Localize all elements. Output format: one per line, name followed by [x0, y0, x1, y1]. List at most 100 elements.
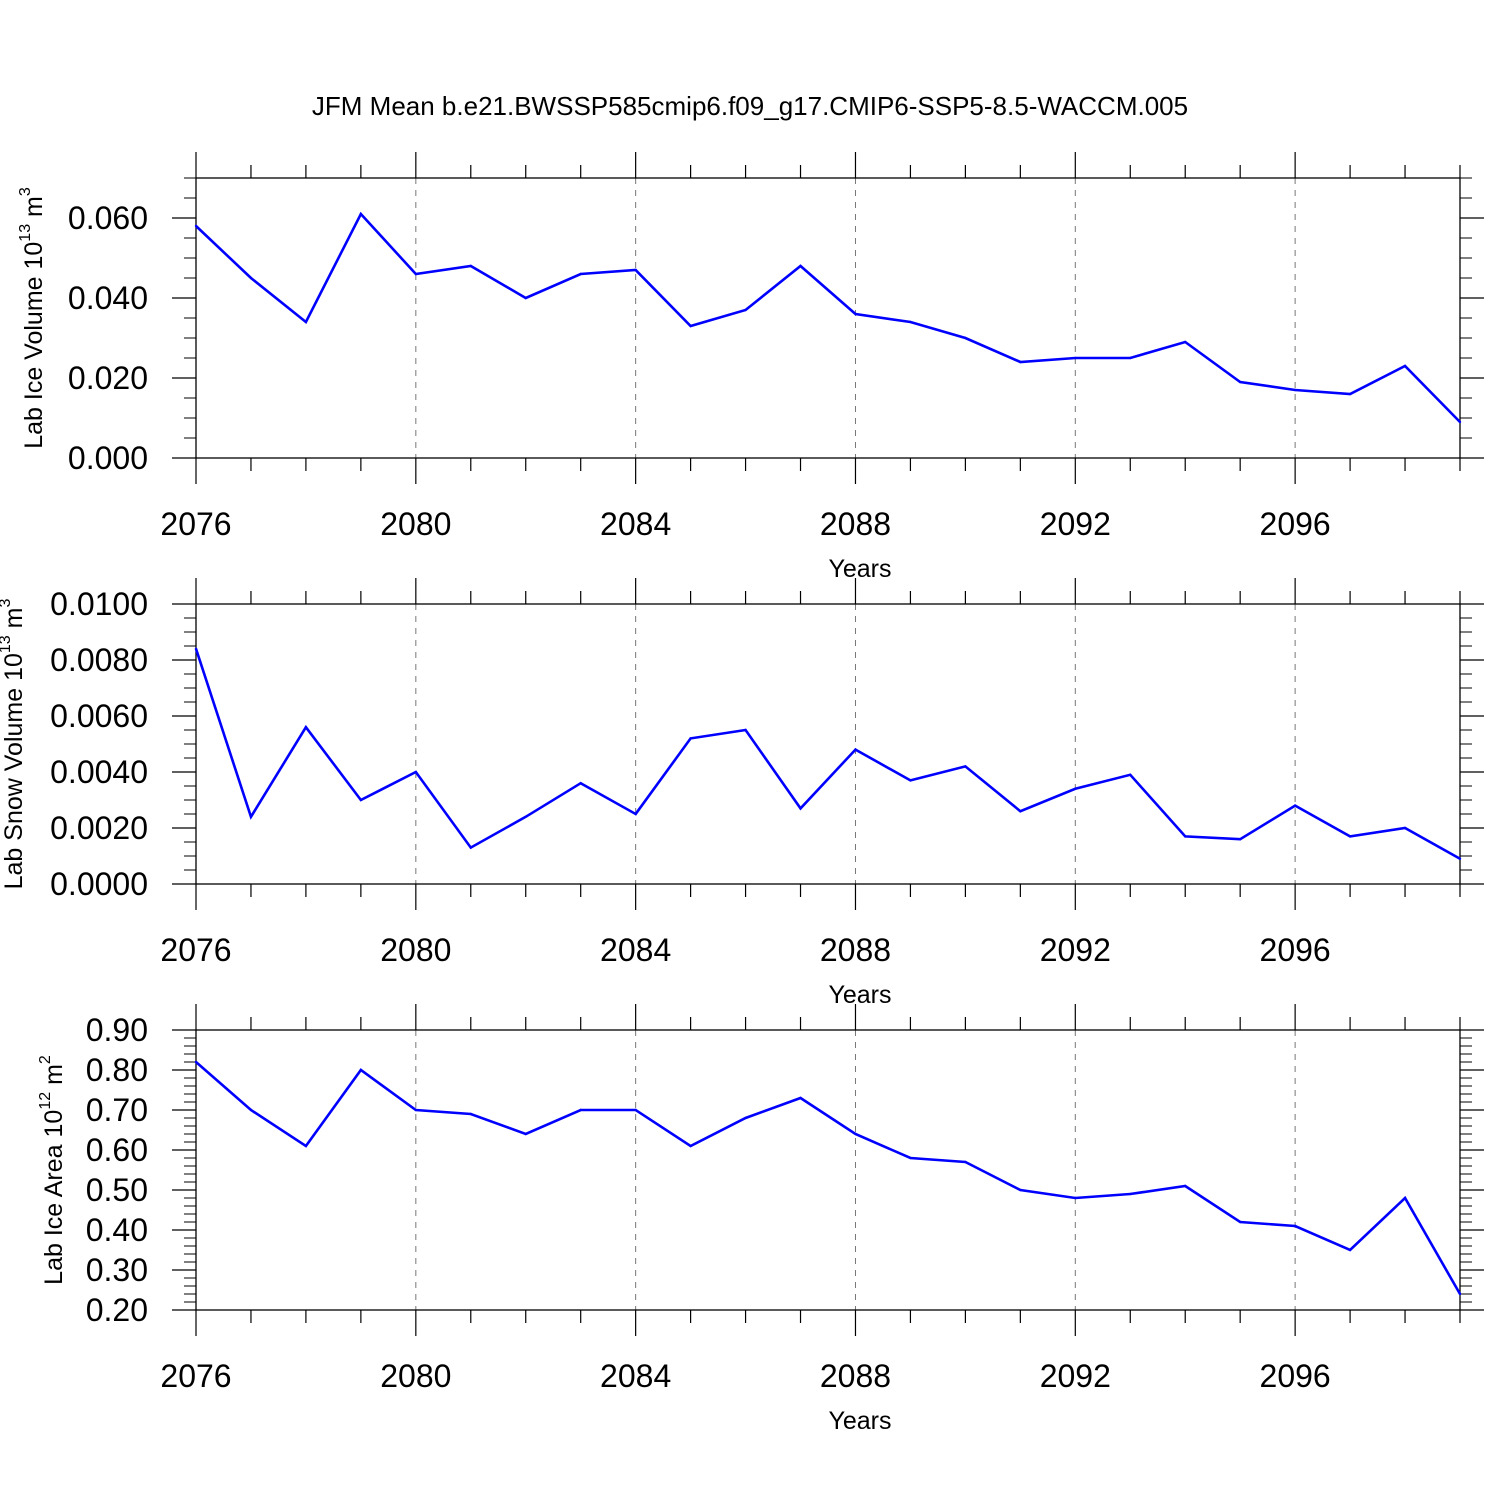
data-point: [1074, 356, 1077, 360]
data-point: [194, 1060, 198, 1064]
data-point: [1074, 1196, 1077, 1200]
data-point: [304, 726, 308, 729]
data-point: [304, 1144, 308, 1148]
y-axis-title-exponent: 12: [37, 1092, 54, 1110]
y-axis-title-unit: m: [0, 608, 28, 636]
x-tick-label: 2096: [1260, 506, 1331, 542]
data-point: [194, 224, 198, 228]
data-point: [854, 1132, 857, 1136]
y-tick-label: 0.0020: [50, 810, 148, 846]
data-point: [744, 308, 747, 312]
data-point: [964, 1160, 967, 1164]
data-point: [1074, 787, 1077, 790]
x-tick-label: 2088: [820, 1358, 891, 1394]
data-point: [524, 296, 527, 300]
data-point: [1403, 826, 1407, 830]
data-point: [634, 268, 637, 272]
data-point: [524, 815, 527, 818]
y-axis-title-main: Lab Ice Area 10: [40, 1110, 68, 1285]
data-point: [1129, 773, 1132, 776]
x-tick-label: 2084: [600, 1358, 671, 1394]
y-tick-label: 0.060: [68, 200, 148, 236]
y-axis-title-main: Lab Ice Volume 10: [20, 242, 48, 449]
data-point: [304, 320, 308, 324]
panel-2: 0.0000 0.0020 0.0040 0.0060 0.0080 0.0100 2076…: [0, 578, 1484, 1009]
data-point: [1403, 1196, 1407, 1200]
series-line: [194, 648, 1461, 860]
data-point: [1458, 420, 1462, 424]
data-point: [359, 212, 363, 216]
data-point: [1184, 835, 1187, 838]
x-tick-label: 2080: [380, 506, 451, 542]
data-point: [579, 272, 582, 276]
y-tick-label: 0.040: [68, 280, 148, 316]
y-tick-label: 0.0100: [50, 586, 148, 622]
plot-frame: [195, 177, 1461, 459]
data-point: [689, 1144, 692, 1148]
y-tick-label: 0.020: [68, 360, 148, 396]
x-tick-label: 2076: [160, 1358, 231, 1394]
data-point: [1458, 857, 1462, 860]
y-axis-title: Lab Ice Area 1012 m2: [37, 1055, 68, 1285]
data-point: [1019, 1188, 1022, 1192]
x-tick-label: 2088: [820, 506, 891, 542]
data-point: [249, 276, 253, 280]
series-line: [195, 1061, 1462, 1295]
y-tick-label: 0.000: [68, 440, 148, 476]
data-point: [1129, 1192, 1132, 1196]
data-point: [1238, 838, 1242, 841]
x-axis-title: Years: [828, 555, 891, 583]
y-axis-title-unit-exponent: 3: [17, 187, 34, 196]
y-tick-label: 0.0040: [50, 754, 148, 790]
data-point: [1458, 1292, 1462, 1296]
data-point: [854, 312, 857, 316]
data-point: [1293, 804, 1297, 807]
data-point: [524, 1132, 527, 1136]
y-tick-label: 0.60: [86, 1132, 148, 1168]
data-point: [854, 748, 857, 751]
x-tick-label: 2084: [600, 932, 671, 968]
x-tick-label: 2076: [160, 506, 231, 542]
y-tick-label: 0.70: [86, 1092, 148, 1128]
x-tick-label: 2092: [1040, 1358, 1111, 1394]
data-point: [909, 1156, 912, 1160]
data-point: [1019, 810, 1022, 813]
data-point: [469, 846, 472, 849]
data-point: [799, 807, 802, 810]
data-point: [414, 770, 418, 774]
x-tick-label: 2096: [1260, 1358, 1331, 1394]
y-axis-title-unit-exponent: 2: [37, 1055, 54, 1064]
data-point: [359, 1068, 363, 1072]
x-tick-label: 2076: [160, 932, 231, 968]
panel-1: 0.000 0.020 0.040 0.060 2076 2080 2084 2088 2092…: [17, 152, 1484, 583]
y-axis-title-exponent: 13: [0, 635, 14, 653]
x-tick-label: 2080: [380, 1358, 451, 1394]
data-point: [964, 765, 967, 768]
y-tick-label: 0.40: [86, 1212, 148, 1248]
x-tick-label: 2092: [1040, 932, 1111, 968]
data-point: [579, 782, 582, 785]
data-point: [1293, 388, 1297, 392]
y-tick-label: 0.80: [86, 1052, 148, 1088]
data-point: [1184, 340, 1187, 344]
x-tick-label: 2080: [380, 932, 451, 968]
y-tick-label: 0.0060: [50, 698, 148, 734]
data-point: [1293, 1224, 1297, 1228]
y-axis-title: Lab Snow Volume 1013 m3: [0, 599, 28, 890]
data-point: [414, 1108, 418, 1112]
data-point: [194, 647, 198, 650]
x-axis-title: Years: [828, 981, 891, 1009]
data-point: [744, 728, 747, 732]
x-axis-title: Years: [828, 1407, 891, 1435]
data-point: [1238, 380, 1242, 384]
data-point: [1238, 1220, 1242, 1224]
y-tick-label: 0.30: [86, 1252, 148, 1288]
y-tick-label: 0.90: [86, 1012, 148, 1048]
figure-title: JFM Mean b.e21.BWSSP585cmip6.f09_g17.CMI…: [312, 91, 1188, 121]
y-tick-label: 0.0080: [50, 642, 148, 678]
data-point: [799, 264, 802, 268]
data-point: [909, 779, 912, 782]
data-point: [689, 737, 692, 740]
data-point: [689, 324, 692, 328]
x-tick-label: 2088: [820, 932, 891, 968]
